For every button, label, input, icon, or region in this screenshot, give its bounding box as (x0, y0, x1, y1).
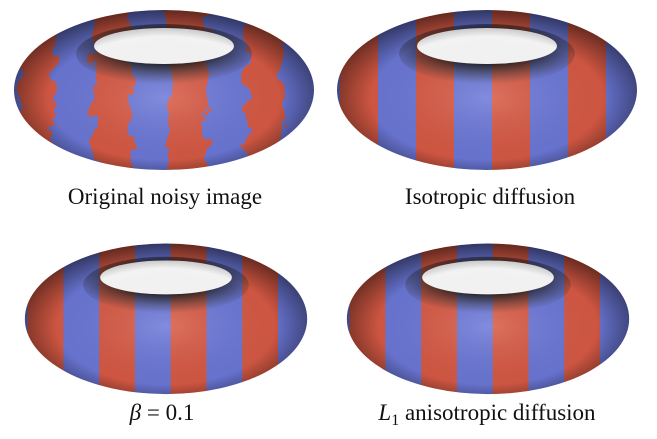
caption-text: anisotropic diffusion (405, 400, 596, 425)
caption-text: = 0.1 (147, 400, 194, 425)
caption: Original noisy image (68, 184, 262, 209)
caption-subscript: 1 (391, 412, 399, 429)
caption: L1 anisotropic diffusion (377, 400, 596, 430)
caption: Isotropic diffusion (405, 184, 576, 209)
torus-image (20, 236, 312, 396)
caption-symbol: β (129, 400, 142, 425)
caption: β = 0.1 (129, 400, 195, 425)
torus-image (332, 2, 642, 172)
caption-symbol: L (377, 400, 391, 425)
figure: Original noisy image Isotropic diffusion… (0, 0, 657, 434)
torus-image (9, 2, 319, 172)
torus-image (342, 236, 634, 396)
